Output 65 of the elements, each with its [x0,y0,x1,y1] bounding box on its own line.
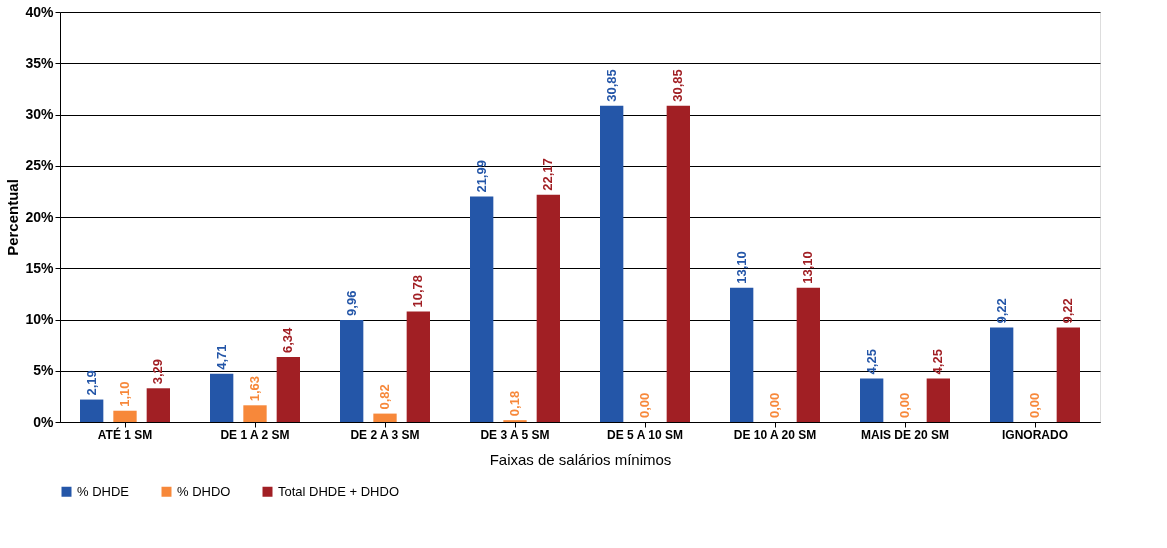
y-tick-label: 40% [25,3,55,20]
bar [340,319,364,422]
data-label: 0,00 [637,392,652,418]
x-tick-label: DE 3 A 5 SM [480,427,550,442]
data-label: 2,19 [83,370,99,396]
bar [1056,327,1080,422]
data-label: 21,99 [473,160,489,193]
x-tick-label: DE 1 A 2 SM [220,427,290,442]
bar [796,287,820,422]
bar [860,378,884,422]
x-tick-label: IGNORADO [1002,427,1068,442]
bar [243,405,267,422]
bar [536,194,560,422]
y-tick-label: 15% [25,259,55,276]
legend-label: % DHDE [77,483,130,499]
data-label: 30,85 [603,69,619,102]
y-tick-label: 0% [33,413,55,430]
bar [926,378,950,422]
bar [990,327,1014,422]
bar [210,373,234,422]
x-tick-label: ATÉ 1 SM [97,426,153,442]
y-tick-label: 10% [25,311,55,327]
y-axis-title: Percentual [4,179,22,256]
bar [470,196,494,422]
data-label: 0,82 [377,384,392,410]
data-label: 4,25 [930,349,946,375]
data-label: 9,22 [1060,298,1076,324]
y-tick-label: 25% [25,157,55,174]
bar [600,105,624,422]
legend-label: % DHDO [177,483,231,499]
bar [666,105,690,422]
x-tick-label: DE 2 A 3 SM [350,427,420,442]
data-label: 0,00 [767,392,782,418]
data-label: 0,18 [507,390,522,417]
data-label: 9,22 [993,298,1009,324]
bar [146,388,170,422]
data-label: 1,10 [117,381,132,407]
y-tick-label: 30% [25,106,55,122]
data-label: 1,63 [247,375,262,402]
data-label: 0,00 [897,392,912,418]
data-label: 22,17 [540,158,556,191]
y-tick-label: 20% [25,208,55,225]
bar [406,311,430,422]
x-tick-label: MAIS DE 20 SM [860,427,950,442]
data-label: 30,85 [670,69,686,102]
data-label: 4,25 [863,349,879,375]
data-label: 0,00 [1027,392,1042,418]
y-tick-label: 5% [33,362,55,379]
data-label: 3,29 [150,358,166,385]
legend-label: Total DHDE + DHDO [278,483,399,499]
data-label: 10,78 [410,274,426,308]
data-label: 13,10 [733,251,749,284]
bar [730,287,754,422]
x-axis-title: Faixas de salários mínimos [489,450,672,468]
x-tick-label: DE 5 A 10 SM [607,427,683,442]
bar [276,357,300,422]
bar [80,399,104,422]
data-label: 9,96 [343,290,359,316]
data-label: 6,34 [280,326,296,354]
bar [113,410,137,422]
bar [373,413,397,422]
data-label: 4,71 [213,344,229,370]
data-label: 13,10 [800,251,816,284]
y-tick-label: 35% [25,54,55,71]
x-tick-label: DE 10 A 20 SM [733,427,817,442]
